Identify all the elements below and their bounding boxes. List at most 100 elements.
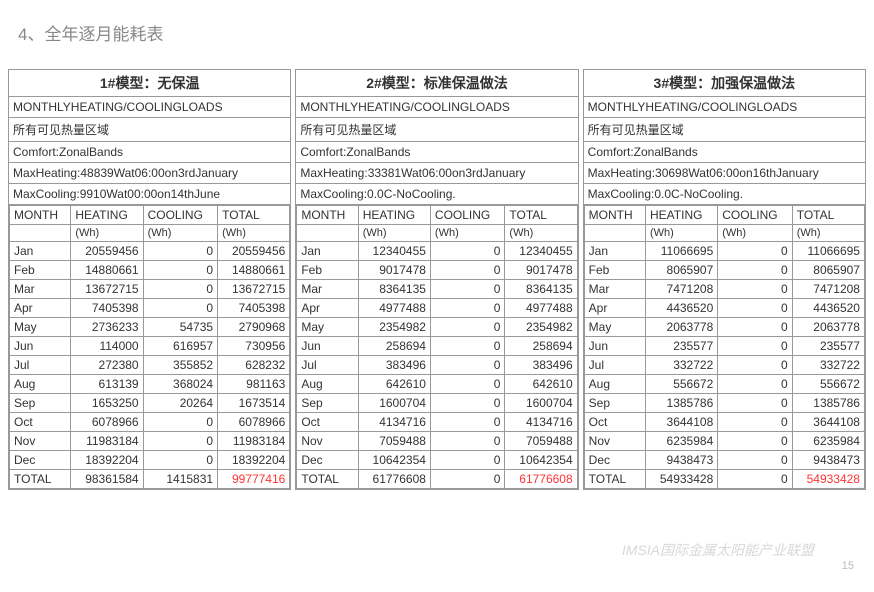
month-cell: TOTAL — [584, 470, 645, 489]
value-cell: 7405398 — [218, 299, 290, 318]
value-cell: 1673514 — [218, 394, 290, 413]
value-cell: 0 — [430, 318, 504, 337]
value-cell: 368024 — [143, 375, 217, 394]
value-cell: 11066695 — [792, 242, 864, 261]
value-cell: 0 — [430, 451, 504, 470]
value-cell: 9438473 — [792, 451, 864, 470]
meta-row: MaxHeating:30698Wat06:00on16thJanuary — [584, 163, 865, 184]
page-title: 4、全年逐月能耗表 — [18, 20, 866, 45]
unit-cell: (Wh) — [71, 225, 143, 242]
value-cell: 613139 — [71, 375, 143, 394]
month-cell: Apr — [297, 299, 358, 318]
value-cell: 1653250 — [71, 394, 143, 413]
value-cell: 7405398 — [71, 299, 143, 318]
unit-cell: (Wh) — [792, 225, 864, 242]
value-cell: 6235984 — [646, 432, 718, 451]
col-header: COOLING — [430, 206, 504, 225]
value-cell: 12340455 — [505, 242, 577, 261]
month-cell: Nov — [297, 432, 358, 451]
value-cell: 0 — [143, 451, 217, 470]
meta-row: MONTHLYHEATING/COOLINGLOADS — [584, 97, 865, 118]
value-cell: 8364135 — [358, 280, 430, 299]
value-cell: 1385786 — [646, 394, 718, 413]
month-cell: Jun — [10, 337, 71, 356]
unit-cell — [10, 225, 71, 242]
month-cell: Mar — [297, 280, 358, 299]
value-cell: 54933428 — [646, 470, 718, 489]
data-table: MONTHHEATINGCOOLINGTOTAL(Wh)(Wh)(Wh)Jan1… — [296, 205, 577, 489]
month-cell: May — [297, 318, 358, 337]
meta-row: MaxHeating:33381Wat06:00on3rdJanuary — [296, 163, 577, 184]
unit-cell: (Wh) — [218, 225, 290, 242]
data-table: MONTHHEATINGCOOLINGTOTAL(Wh)(Wh)(Wh)Jan2… — [9, 205, 290, 489]
month-cell: Sep — [10, 394, 71, 413]
col-header: TOTAL — [792, 206, 864, 225]
value-cell: 61776608 — [358, 470, 430, 489]
unit-cell: (Wh) — [358, 225, 430, 242]
value-cell: 11066695 — [646, 242, 718, 261]
value-cell: 556672 — [646, 375, 718, 394]
value-cell: 258694 — [358, 337, 430, 356]
month-cell: Aug — [297, 375, 358, 394]
month-cell: Jan — [584, 242, 645, 261]
meta-row: MaxCooling:0.0C-NoCooling. — [584, 184, 865, 205]
month-cell: Mar — [584, 280, 645, 299]
value-cell: 355852 — [143, 356, 217, 375]
value-cell: 6078966 — [218, 413, 290, 432]
month-cell: Feb — [10, 261, 71, 280]
month-cell: Dec — [10, 451, 71, 470]
month-cell: Apr — [584, 299, 645, 318]
month-cell: Feb — [584, 261, 645, 280]
value-cell: 235577 — [646, 337, 718, 356]
month-cell: Dec — [584, 451, 645, 470]
value-cell: 1600704 — [358, 394, 430, 413]
value-cell: 4134716 — [358, 413, 430, 432]
value-cell: 20559456 — [71, 242, 143, 261]
month-cell: Nov — [10, 432, 71, 451]
value-cell: 235577 — [792, 337, 864, 356]
month-cell: Jul — [297, 356, 358, 375]
value-cell: 332722 — [792, 356, 864, 375]
value-cell: 0 — [430, 299, 504, 318]
data-table: MONTHHEATINGCOOLINGTOTAL(Wh)(Wh)(Wh)Jan1… — [584, 205, 865, 489]
value-cell: 642610 — [505, 375, 577, 394]
value-cell: 8065907 — [792, 261, 864, 280]
month-cell: Sep — [297, 394, 358, 413]
col-header: TOTAL — [218, 206, 290, 225]
col-header: COOLING — [143, 206, 217, 225]
month-cell: May — [584, 318, 645, 337]
value-cell: 730956 — [218, 337, 290, 356]
value-cell: 20559456 — [218, 242, 290, 261]
col-header: MONTH — [297, 206, 358, 225]
value-cell: 14880661 — [218, 261, 290, 280]
meta-row: MaxCooling:0.0C-NoCooling. — [296, 184, 577, 205]
value-cell: 2354982 — [505, 318, 577, 337]
value-cell: 9017478 — [505, 261, 577, 280]
value-cell: 0 — [718, 413, 792, 432]
value-cell: 0 — [143, 261, 217, 280]
value-cell: 0 — [718, 451, 792, 470]
value-cell: 10642354 — [505, 451, 577, 470]
value-cell: 18392204 — [71, 451, 143, 470]
month-cell: Oct — [584, 413, 645, 432]
value-cell: 0 — [430, 413, 504, 432]
value-cell: 0 — [143, 432, 217, 451]
col-header: COOLING — [718, 206, 792, 225]
value-cell: 0 — [718, 242, 792, 261]
model-block-3: 3#模型：加强保温做法MONTHLYHEATING/COOLINGLOADS所有… — [583, 69, 866, 490]
col-header: HEATING — [646, 206, 718, 225]
value-cell: 7471208 — [792, 280, 864, 299]
value-cell: 4134716 — [505, 413, 577, 432]
month-cell: Jul — [584, 356, 645, 375]
value-cell: 556672 — [792, 375, 864, 394]
month-cell: Aug — [584, 375, 645, 394]
value-cell: 0 — [430, 394, 504, 413]
col-header: TOTAL — [505, 206, 577, 225]
value-cell: 2063778 — [646, 318, 718, 337]
value-cell: 4977488 — [505, 299, 577, 318]
value-cell: 0 — [718, 375, 792, 394]
value-cell: 0 — [718, 394, 792, 413]
meta-row: MONTHLYHEATING/COOLINGLOADS — [9, 97, 290, 118]
value-cell: 4436520 — [792, 299, 864, 318]
value-cell: 9017478 — [358, 261, 430, 280]
